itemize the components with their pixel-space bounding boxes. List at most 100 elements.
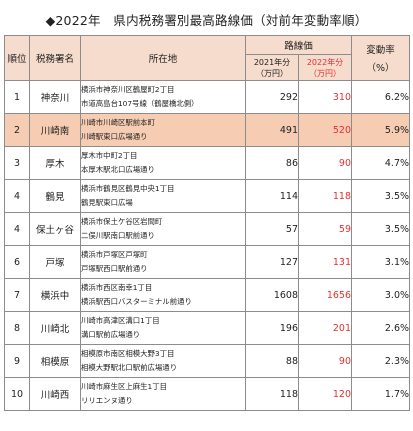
- location-cell: 川崎市高津区溝口1丁目 溝口駅前広場通り: [80, 311, 246, 345]
- table-row: 10 川崎西 川崎市麻生区上麻生1丁目 リリエンヌ通り 118 120 1.7%: [4, 377, 411, 411]
- year-2021-header: 2021年分 （万円）: [245, 54, 299, 81]
- rank-cell: 8: [4, 311, 30, 345]
- office-cell: 鶴見: [29, 179, 81, 213]
- location-line-1: 横浜市鶴見区鶴見中央1丁目: [81, 184, 175, 193]
- location-header: 所在地: [80, 35, 246, 81]
- table-row: 9 相模原 相模原市南区相模大野3丁目 相模大野駅北口駅前広場通り 88 90 …: [4, 344, 411, 378]
- price-2022-cell: 118: [297, 179, 353, 213]
- price-2022-cell: 90: [297, 344, 353, 378]
- location-line-1: 川崎市高津区溝口1丁目: [81, 316, 160, 325]
- location-line-1: 川崎市川崎区駅前本町: [81, 118, 155, 127]
- table-row: 4 保土ヶ谷 横浜市保土ケ谷区岩間町 二俣川駅南口駅前通り 57 59 3.5%: [4, 212, 411, 246]
- office-header: 税務署名: [29, 35, 81, 81]
- rank-cell: 10: [4, 377, 30, 411]
- location-cell: 横浜市西区南幸1丁目 横浜駅西口バスターミナル前通り: [80, 278, 246, 312]
- rate-header: 変動率 （%）: [351, 35, 411, 81]
- office-cell: 厚木: [29, 146, 81, 180]
- price-2021-cell: 1608: [245, 278, 299, 312]
- price-2021-cell: 86: [245, 146, 299, 180]
- location-cell: 横浜市神奈川区鶴屋町2丁目 市道高島台107号線（鶴屋橋北側）: [80, 80, 246, 114]
- rank-cell: 4: [4, 179, 30, 213]
- location-line-1: 横浜市神奈川区鶴屋町2丁目: [81, 85, 175, 94]
- location-cell: 横浜市保土ケ谷区岩間町 二俣川駅南口駅前通り: [80, 212, 246, 246]
- rank-cell: 1: [4, 80, 30, 114]
- rank-cell: 4: [4, 212, 30, 246]
- rate-cell: 1.7%: [351, 377, 411, 411]
- price-2022-cell: 90: [297, 146, 353, 180]
- office-cell: 川崎南: [29, 113, 81, 147]
- rate-cell: 3.5%: [351, 212, 411, 246]
- location-cell: 厚木市中町2丁目 本厚木駅北口広場通り: [80, 146, 246, 180]
- location-line-2: 川崎駅東口広場通り: [81, 132, 148, 141]
- location-line-2: 相模大野駅北口駅前広場通り: [81, 363, 178, 372]
- location-line-1: 横浜市保土ケ谷区岩間町: [81, 217, 163, 226]
- table-row: 8 川崎北 川崎市高津区溝口1丁目 溝口駅前広場通り 196 201 2.6%: [4, 311, 411, 345]
- rate-cell: 4.7%: [351, 146, 411, 180]
- price-2022-cell: 120: [297, 377, 353, 411]
- year-2022-label: 2022年分: [306, 57, 344, 67]
- table-row: 1 神奈川 横浜市神奈川区鶴屋町2丁目 市道高島台107号線（鶴屋橋北側） 29…: [4, 80, 411, 114]
- price-group-header: 路線価: [244, 35, 353, 55]
- location-line-1: 横浜市西区南幸1丁目: [81, 283, 153, 292]
- rate-cell: 3.5%: [351, 179, 411, 213]
- office-cell: 相模原: [29, 344, 81, 378]
- location-cell: 川崎市川崎区駅前本町 川崎駅東口広場通り: [80, 113, 246, 147]
- rank-cell: 2: [4, 113, 30, 147]
- rate-cell: 6.2%: [351, 80, 411, 114]
- rate-cell: 5.9%: [351, 113, 411, 147]
- rate-cell: 2.3%: [351, 344, 411, 378]
- price-2021-cell: 491: [245, 113, 299, 147]
- price-2021-cell: 127: [245, 245, 299, 279]
- price-2022-cell: 1656: [297, 278, 353, 312]
- price-2021-cell: 118: [245, 377, 299, 411]
- location-line-1: 相模原市南区相模大野3丁目: [81, 349, 175, 358]
- table-row-highlighted: 2 川崎南 川崎市川崎区駅前本町 川崎駅東口広場通り 491 520 5.9%: [4, 113, 411, 147]
- location-line-2: 溝口駅前広場通り: [81, 330, 141, 339]
- location-line-2: 横浜駅西口バスターミナル前通り: [81, 297, 192, 306]
- location-line-2: リリエンヌ通り: [81, 396, 133, 405]
- location-line-2: 市道高島台107号線（鶴屋橋北側）: [81, 99, 199, 108]
- year-2022-unit: （万円）: [309, 68, 341, 78]
- office-cell: 川崎北: [29, 311, 81, 345]
- location-cell: 川崎市麻生区上麻生1丁目 リリエンヌ通り: [80, 377, 246, 411]
- price-2021-cell: 88: [245, 344, 299, 378]
- rate-header-label: 変動率: [366, 45, 395, 56]
- location-line-2: 鶴見駅東口広場: [81, 198, 133, 207]
- rate-cell: 3.0%: [351, 278, 411, 312]
- rank-cell: 7: [4, 278, 30, 312]
- rank-cell: 6: [4, 245, 30, 279]
- price-2022-cell: 201: [297, 311, 353, 345]
- price-2022-cell: 131: [297, 245, 353, 279]
- location-cell: 横浜市鶴見区鶴見中央1丁目 鶴見駅東口広場: [80, 179, 246, 213]
- location-line-1: 横浜市戸塚区戸塚町: [81, 250, 148, 259]
- office-cell: 戸塚: [29, 245, 81, 279]
- year-2021-unit: （万円）: [256, 68, 288, 78]
- year-2022-header: 2022年分 （万円）: [297, 54, 353, 81]
- location-cell: 相模原市南区相模大野3丁目 相模大野駅北口駅前広場通り: [80, 344, 246, 378]
- rank-cell: 3: [4, 146, 30, 180]
- year-2021-label: 2021年分: [253, 57, 291, 67]
- price-2021-cell: 292: [245, 80, 299, 114]
- office-cell: 保土ヶ谷: [29, 212, 81, 246]
- location-line-1: 厚木市中町2丁目: [81, 151, 138, 160]
- location-cell: 横浜市戸塚区戸塚町 戸塚駅西口駅前通り: [80, 245, 246, 279]
- table-row: 4 鶴見 横浜市鶴見区鶴見中央1丁目 鶴見駅東口広場 114 118 3.5%: [4, 179, 411, 213]
- land-price-table: 順位 税務署名 所在地 路線価 変動率 （%） 2021年分 （万円） 2022…: [4, 35, 411, 411]
- location-line-2: 戸塚駅西口駅前通り: [81, 264, 148, 273]
- price-2021-cell: 114: [245, 179, 299, 213]
- price-2021-cell: 57: [245, 212, 299, 246]
- office-cell: 川崎西: [29, 377, 81, 411]
- rate-cell: 3.1%: [351, 245, 411, 279]
- office-cell: 横浜中: [29, 278, 81, 312]
- page-title: ◆2022年 県内税務署別最高路線価（対前年変動率順）: [45, 13, 368, 28]
- table-row: 3 厚木 厚木市中町2丁目 本厚木駅北口広場通り 86 90 4.7%: [4, 146, 411, 180]
- price-2022-cell: 59: [297, 212, 353, 246]
- location-line-2: 本厚木駅北口広場通り: [81, 165, 155, 174]
- price-2022-cell: 310: [297, 80, 353, 114]
- table-row: 6 戸塚 横浜市戸塚区戸塚町 戸塚駅西口駅前通り 127 131 3.1%: [4, 245, 411, 279]
- location-line-1: 川崎市麻生区上麻生1丁目: [81, 382, 168, 391]
- rank-cell: 9: [4, 344, 30, 378]
- table-row: 7 横浜中 横浜市西区南幸1丁目 横浜駅西口バスターミナル前通り 1608 16…: [4, 278, 411, 312]
- rank-header: 順位: [4, 35, 30, 81]
- location-line-2: 二俣川駅南口駅前通り: [81, 231, 155, 240]
